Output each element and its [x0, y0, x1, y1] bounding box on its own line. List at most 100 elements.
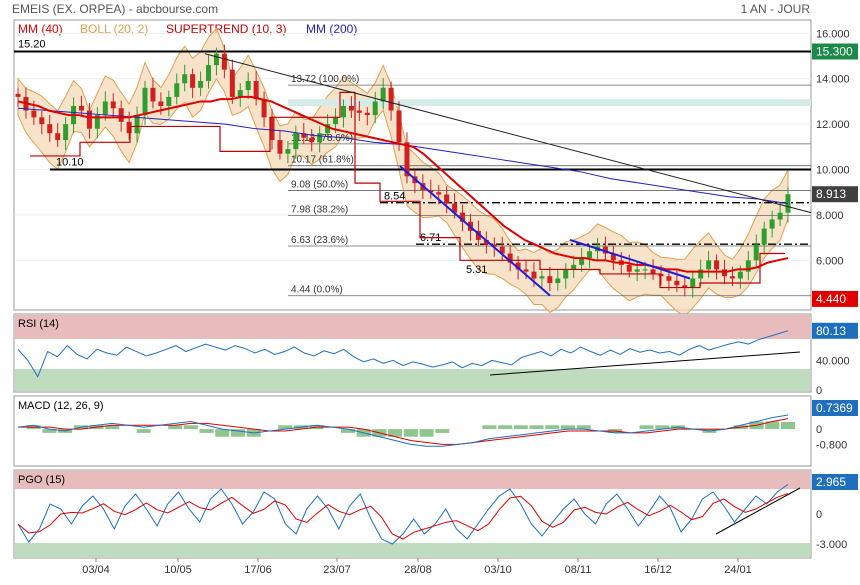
candle-body-18	[158, 101, 164, 106]
macd-hist-14	[231, 429, 245, 437]
candle-body-85	[690, 278, 696, 288]
candle-body-39	[325, 124, 331, 134]
pgo-title: PGO (15)	[18, 474, 65, 486]
level-label-0: 8.54	[384, 191, 405, 203]
candle-body-15	[134, 115, 140, 134]
candle-body-12	[110, 101, 116, 109]
pgo-y-tick-1: -3.000	[816, 539, 847, 551]
candle-body-41	[340, 105, 346, 118]
macd-badge: 0.7369	[816, 401, 853, 415]
candle-body-53	[436, 192, 442, 195]
candle-body-27	[229, 69, 235, 97]
candle-body-43	[356, 110, 362, 113]
macd-hist-17	[278, 425, 293, 430]
trendlines	[204, 53, 812, 297]
level-label-2: 5.31	[466, 264, 487, 276]
candle-body-6	[63, 124, 69, 141]
candle-body-16	[142, 87, 148, 116]
candle-body-72	[587, 251, 593, 259]
candle-body-13	[118, 108, 124, 122]
x-tick-7: 16/12	[644, 564, 672, 576]
macd-hist-31	[498, 425, 513, 430]
main-y-tick-0: 16.000	[816, 28, 850, 40]
macd-hist-49	[781, 421, 795, 430]
candle-body-32	[269, 117, 275, 141]
rsi-line	[17, 330, 789, 378]
candle-body-3	[39, 117, 45, 125]
badge-last-price: 8.913	[816, 187, 846, 201]
candle-body-10	[94, 115, 100, 129]
candle-body-26	[221, 53, 227, 70]
chart-title: EMEIS (EX. ORPEA) - abcbourse.com	[12, 2, 218, 16]
fib-zone	[288, 99, 811, 106]
badge-top-bg	[812, 43, 858, 60]
candle-body-80	[650, 269, 656, 274]
candle-body-79	[642, 269, 648, 271]
candle-body-83	[674, 280, 680, 286]
candle-body-19	[166, 96, 172, 106]
candle-body-4	[47, 124, 53, 134]
macd-hist-40	[639, 425, 654, 430]
supertrend-line	[30, 91, 785, 289]
fib-label-2: 10.17 (61.8%)	[291, 155, 354, 166]
candle-body-84	[682, 285, 688, 288]
candle-body-77	[626, 264, 632, 272]
macd-hist-41	[655, 425, 670, 430]
macd-y-tick-0: 0	[816, 424, 822, 436]
pgo-y-tick-0: 0	[816, 509, 822, 521]
main-y-tick-3: 10.000	[816, 165, 850, 177]
candle-body-28	[237, 90, 243, 97]
candle-body-89	[721, 269, 727, 277]
candle-body-2	[31, 110, 37, 118]
candle-body-31	[261, 99, 267, 118]
pgo-trendline	[715, 487, 801, 535]
rsi-title: RSI (14)	[18, 318, 59, 330]
main-y-tick-1: 14.000	[816, 74, 850, 86]
macd-hist-34	[545, 425, 560, 430]
candle-body-9	[86, 110, 92, 129]
candle-body-48	[396, 110, 402, 143]
candle-body-35	[293, 133, 299, 150]
candle-body-36	[301, 133, 307, 138]
rsi-badge: 80.13	[816, 324, 846, 338]
macd-hist-24	[388, 429, 403, 437]
macd-badge-bg	[812, 400, 858, 416]
candle-body-37	[309, 137, 315, 143]
x-tick-0: 03/04	[82, 564, 110, 576]
legend: MM (40) BOLL (20, 2) SUPERTREND (10, 3) MM …	[18, 22, 357, 36]
candle-body-92	[745, 260, 751, 272]
candle-body-61	[499, 246, 505, 254]
candle-body-29	[245, 81, 251, 91]
macd-title: MACD (12, 26, 9)	[18, 400, 104, 412]
candle-body-90	[729, 276, 735, 279]
candle-body-22	[190, 74, 196, 88]
legend-item-1: BOLL (20, 2)	[80, 22, 148, 36]
candle-body-87	[706, 260, 712, 270]
rsi-oversold-zone	[15, 369, 810, 391]
macd-hist-6	[105, 425, 120, 430]
candle-body-82	[666, 276, 672, 281]
fib-label-3: 9.08 (50.0%)	[291, 179, 348, 190]
candle-body-23	[198, 81, 204, 88]
candle-body-24	[206, 65, 212, 82]
fib-label-0: 13.72 (100.0%)	[291, 74, 359, 85]
pgo-line	[17, 483, 789, 545]
macd-hist-21	[341, 429, 355, 433]
macd-y-tick-1: -0.800	[816, 439, 847, 451]
badge-bottom: 4.440	[816, 292, 846, 306]
x-tick-1: 10/05	[164, 564, 192, 576]
candle-body-25	[213, 53, 219, 66]
macd-hist-36	[576, 425, 591, 430]
candle-body-21	[182, 74, 188, 84]
candle-body-58	[475, 230, 481, 240]
candle-body-67	[547, 276, 553, 284]
trendline-down-1	[399, 165, 551, 297]
candle-body-59	[483, 239, 489, 245]
trendline-down-2	[569, 238, 691, 280]
hline-label-0: 15.20	[18, 39, 46, 51]
candle-body-54	[444, 194, 450, 204]
candle-body-42	[348, 105, 354, 111]
candle-body-14	[126, 121, 132, 134]
